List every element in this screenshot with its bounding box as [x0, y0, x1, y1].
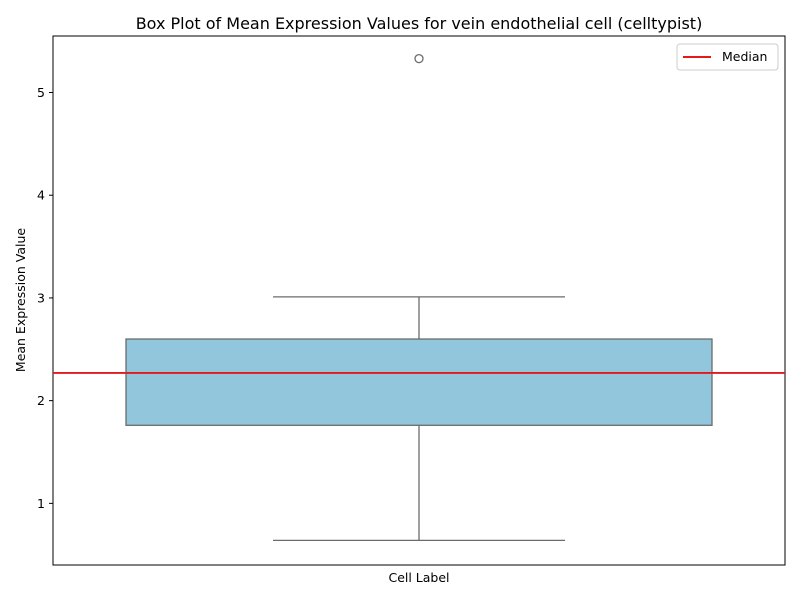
iqr-box: [125, 338, 713, 426]
y-tick-label: 2: [37, 393, 45, 408]
y-tick-label: 4: [37, 188, 45, 203]
y-tick-label: 5: [37, 85, 45, 100]
legend-frame: [676, 43, 779, 71]
y-tick-label: 3: [37, 290, 45, 305]
legend: Median: [676, 43, 779, 71]
x-axis-label: Cell Label: [388, 570, 449, 585]
outlier-point: [414, 53, 424, 64]
chart-title: Box Plot of Mean Expression Values for v…: [136, 14, 703, 33]
y-axis: 1 2 3 4 5: [37, 85, 53, 511]
plot-area: [52, 35, 786, 566]
y-axis-label: Mean Expression Value: [13, 228, 28, 372]
box-group: [125, 53, 713, 541]
y-tick-label: 1: [37, 496, 45, 511]
legend-median-label: Median: [722, 49, 767, 64]
plot-frame: [52, 35, 786, 566]
